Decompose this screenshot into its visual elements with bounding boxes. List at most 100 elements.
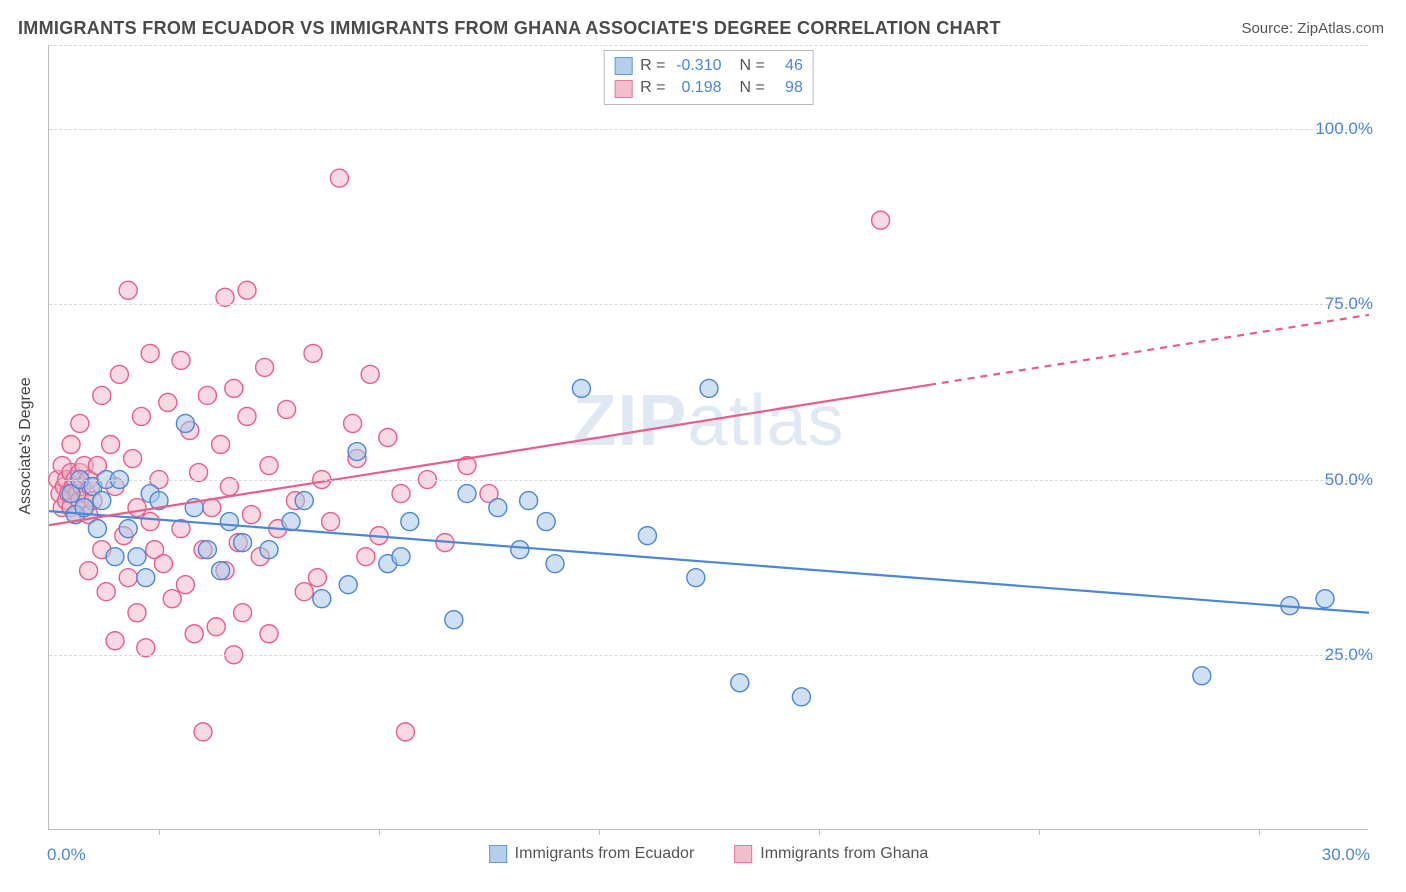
stats-legend-box: R =-0.310N =46R =0.198N =98	[603, 50, 814, 105]
data-point	[295, 492, 313, 510]
data-point	[339, 576, 357, 594]
data-point	[458, 485, 476, 503]
data-point	[238, 407, 256, 425]
data-point	[344, 414, 362, 432]
gridline-h	[49, 45, 1368, 46]
data-point	[700, 379, 718, 397]
data-point	[546, 555, 564, 573]
data-point	[731, 674, 749, 692]
data-point	[357, 548, 375, 566]
data-point	[163, 590, 181, 608]
data-point	[71, 414, 89, 432]
data-point	[238, 281, 256, 299]
legend-label: Immigrants from Ghana	[760, 845, 928, 863]
data-point	[392, 485, 410, 503]
data-point	[172, 351, 190, 369]
data-point	[141, 513, 159, 531]
gridline-h	[49, 480, 1368, 481]
stat-n-value: 46	[773, 55, 803, 77]
stat-r-label: R =	[640, 55, 665, 77]
stat-r-value: 0.198	[674, 77, 722, 99]
x-tick	[159, 829, 160, 835]
legend-swatch	[734, 845, 752, 863]
data-point	[97, 583, 115, 601]
y-tick-label: 25.0%	[1325, 645, 1373, 665]
data-point	[212, 436, 230, 454]
data-point	[792, 688, 810, 706]
legend-item: Immigrants from Ghana	[734, 845, 928, 863]
data-point	[330, 169, 348, 187]
data-point	[198, 386, 216, 404]
data-point	[282, 513, 300, 531]
data-point	[119, 569, 137, 587]
data-point	[198, 541, 216, 559]
stats-row: R =-0.310N =46	[614, 55, 803, 77]
data-point	[234, 604, 252, 622]
data-point	[207, 618, 225, 636]
y-tick-label: 75.0%	[1325, 294, 1373, 314]
data-point	[1316, 590, 1334, 608]
data-point	[242, 506, 260, 524]
data-point	[137, 569, 155, 587]
data-point	[687, 569, 705, 587]
data-point	[119, 281, 137, 299]
legend-swatch	[489, 845, 507, 863]
legend-label: Immigrants from Ecuador	[515, 845, 695, 863]
data-point	[106, 632, 124, 650]
x-axis-end-label: 30.0%	[1322, 845, 1370, 865]
x-tick	[1259, 829, 1260, 835]
data-point	[379, 429, 397, 447]
x-tick	[599, 829, 600, 835]
stats-row: R =0.198N =98	[614, 77, 803, 99]
legend-swatch	[614, 80, 632, 98]
data-point	[396, 723, 414, 741]
data-point	[176, 576, 194, 594]
data-point	[62, 436, 80, 454]
data-point	[93, 492, 111, 510]
data-point	[128, 499, 146, 517]
data-point	[260, 541, 278, 559]
data-point	[176, 414, 194, 432]
data-point	[361, 365, 379, 383]
data-point	[128, 548, 146, 566]
data-point	[119, 520, 137, 538]
data-point	[80, 562, 98, 580]
gridline-h	[49, 304, 1368, 305]
chart-title: IMMIGRANTS FROM ECUADOR VS IMMIGRANTS FR…	[18, 18, 1001, 39]
x-axis-start-label: 0.0%	[47, 845, 86, 865]
y-tick-label: 50.0%	[1325, 470, 1373, 490]
data-point	[220, 513, 238, 531]
data-point	[128, 604, 146, 622]
data-point	[520, 492, 538, 510]
chart-svg	[49, 45, 1368, 829]
data-point	[185, 625, 203, 643]
data-point	[260, 457, 278, 475]
data-point	[194, 723, 212, 741]
regression-line-dashed	[929, 315, 1369, 385]
data-point	[132, 407, 150, 425]
data-point	[106, 548, 124, 566]
data-point	[102, 436, 120, 454]
data-point	[489, 499, 507, 517]
legend-bottom: Immigrants from Ecuador Immigrants from G…	[489, 845, 929, 863]
data-point	[225, 379, 243, 397]
x-tick	[1039, 829, 1040, 835]
data-point	[212, 562, 230, 580]
stat-n-label: N =	[740, 77, 765, 99]
data-point	[93, 386, 111, 404]
x-tick	[379, 829, 380, 835]
x-tick	[819, 829, 820, 835]
data-point	[295, 583, 313, 601]
regression-line	[49, 511, 1369, 613]
data-point	[313, 590, 331, 608]
data-point	[110, 365, 128, 383]
data-point	[260, 625, 278, 643]
stat-n-label: N =	[740, 55, 765, 77]
data-point	[872, 211, 890, 229]
data-point	[124, 450, 142, 468]
data-point	[278, 400, 296, 418]
data-point	[1193, 667, 1211, 685]
y-tick-label: 100.0%	[1315, 119, 1373, 139]
source-label: Source: ZipAtlas.com	[1241, 20, 1384, 37]
stat-r-label: R =	[640, 77, 665, 99]
